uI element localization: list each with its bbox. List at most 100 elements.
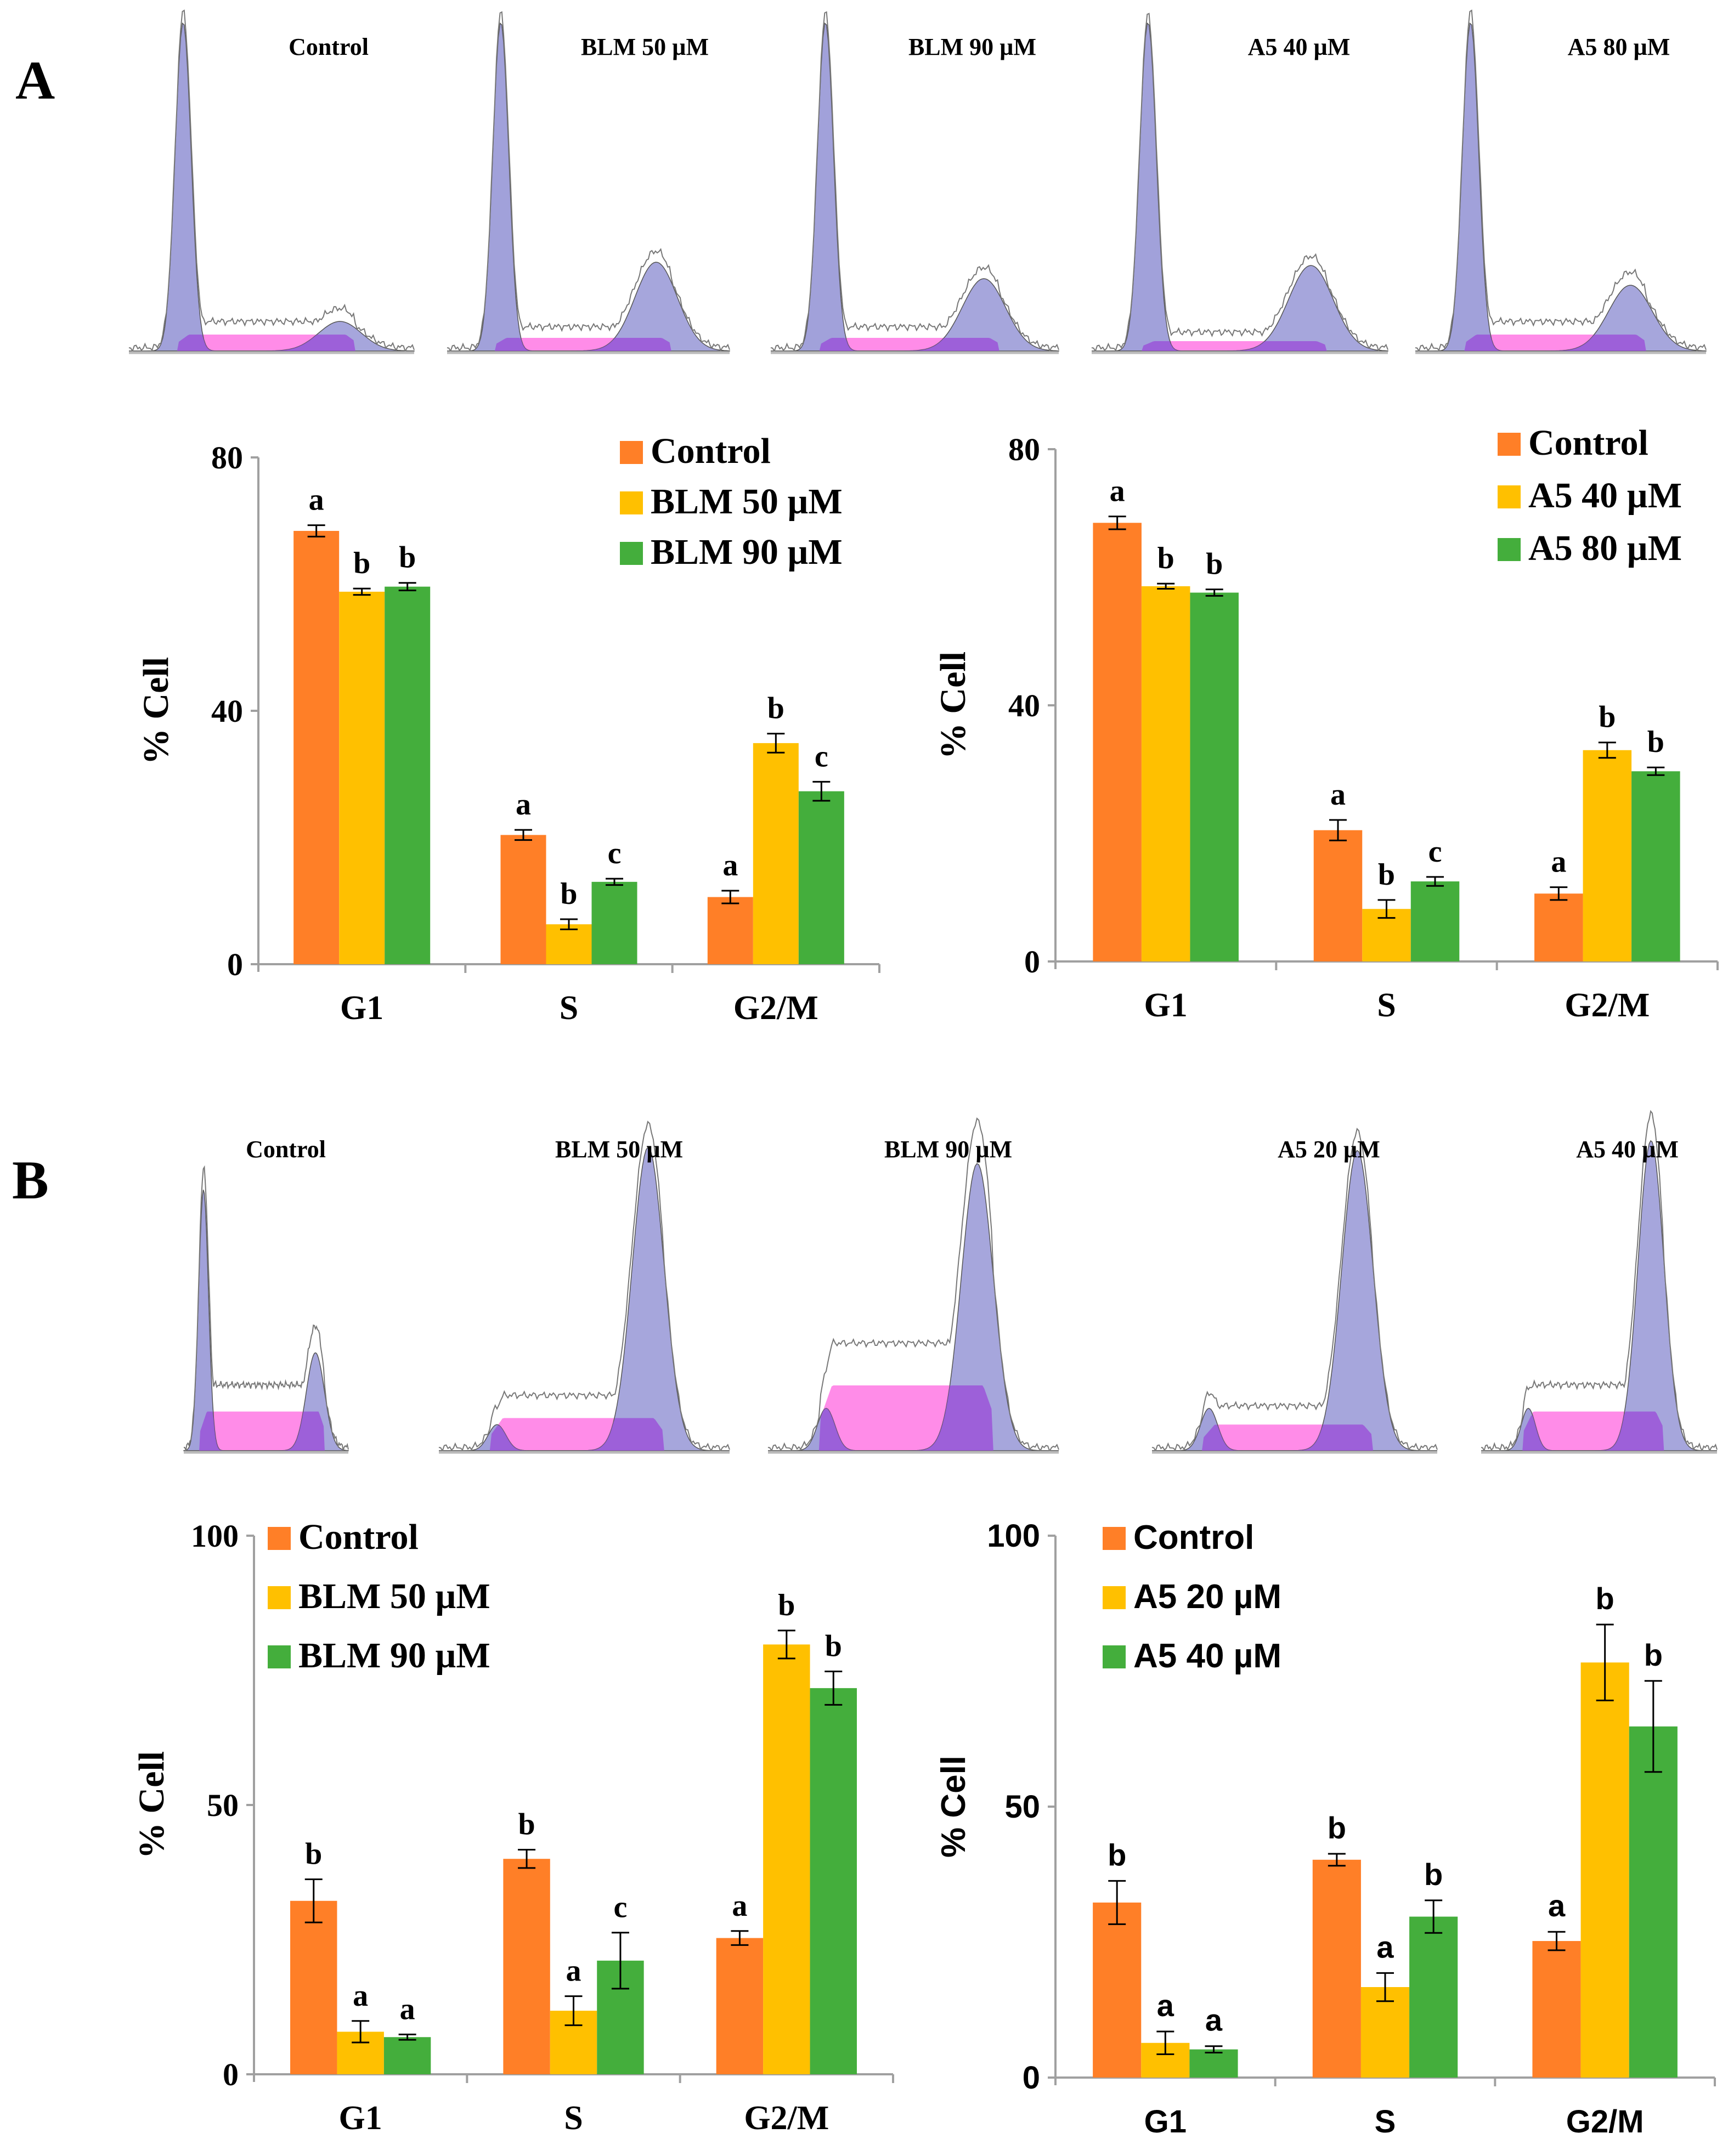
histogram-raw-trace <box>183 1165 349 1453</box>
significance-letter: b <box>767 692 784 726</box>
x-category-label: G2/M <box>733 989 818 1027</box>
histogram-overlap-area <box>1152 1424 1437 1451</box>
histogram-title: BLM 90 µM <box>884 1136 1012 1163</box>
histogram-g2-peak <box>439 1146 730 1451</box>
y-axis-label: % Cell <box>933 652 973 759</box>
y-axis-label: % Cell <box>136 657 176 765</box>
x-category-label: G2/M <box>744 2100 829 2137</box>
significance-letter: a <box>1110 474 1125 508</box>
significance-letter: a <box>1330 778 1346 812</box>
histogram-title: Control <box>246 1136 326 1163</box>
significance-letter: b <box>305 1837 322 1871</box>
histogram-g1-peak <box>447 22 730 352</box>
legend-swatch <box>268 1586 291 1609</box>
significance-letter: b <box>353 546 370 580</box>
legend-swatch <box>1103 1645 1126 1668</box>
y-tick-label: 0 <box>227 947 243 982</box>
bar-control-s <box>1312 1859 1361 2078</box>
significance-letter: c <box>815 739 828 773</box>
legend-swatch <box>620 491 643 514</box>
legend-label: Control <box>651 431 771 471</box>
legend-label: A5 40 µM <box>1133 1637 1281 1675</box>
bar-a5-40-m-g2m <box>1583 750 1632 961</box>
bar-a5-40-m-g2m <box>1629 1726 1678 2078</box>
bar-blm-50-m-g2m <box>763 1644 810 2074</box>
x-category-label: S <box>1375 2104 1396 2140</box>
bar-a5-40-m-g1 <box>1141 586 1190 961</box>
bar-control-s <box>500 835 546 964</box>
legend-swatch <box>1103 1527 1126 1550</box>
significance-letter: b <box>1108 1837 1126 1872</box>
legend-label: Control <box>1133 1519 1254 1557</box>
legend-swatch <box>268 1645 291 1668</box>
histogram-overlap-area <box>771 338 1059 351</box>
legend-label: Control <box>1528 423 1648 463</box>
bar-blm-50-m-s <box>546 924 592 964</box>
x-category-label: G2/M <box>1566 2104 1644 2140</box>
significance-letter: b <box>1206 547 1223 581</box>
histogram-raw-trace <box>128 9 415 353</box>
bar-blm-90-m-g2m <box>810 1688 857 2074</box>
significance-letter: b <box>1644 1638 1663 1672</box>
bar-a5-80-m-g2m <box>1631 771 1680 961</box>
histogram-raw-trace <box>1151 1128 1438 1453</box>
legend-item: Control <box>268 1517 419 1557</box>
histogram-title: Control <box>289 33 369 60</box>
histogram-a-1: Control <box>128 9 415 354</box>
significance-letter: a <box>1205 2003 1223 2038</box>
histogram-overlap-area <box>439 1418 730 1451</box>
y-tick-label: 80 <box>211 440 243 476</box>
legend-item: A5 40 µM <box>1103 1637 1281 1675</box>
y-axis-label: % Cell <box>132 1751 172 1859</box>
significance-letter: a <box>732 1889 747 1923</box>
histogram-title: BLM 50 µM <box>581 33 709 60</box>
y-tick-label: 40 <box>211 693 243 729</box>
significance-letter: a <box>400 1992 415 2026</box>
legend-swatch <box>1498 433 1521 456</box>
bar-a5-20-m-s <box>1360 1987 1410 2078</box>
y-tick-label: 50 <box>1004 1789 1040 1825</box>
significance-letter: a <box>516 788 531 822</box>
x-category-label: S <box>560 989 578 1027</box>
legend-item: A5 80 µM <box>1498 528 1682 568</box>
histogram-title: A5 20 µM <box>1278 1136 1380 1163</box>
histogram-a-5: A5 80 µM <box>1415 9 1707 354</box>
bar-control-g2m <box>1534 893 1583 961</box>
bar-control-g1 <box>290 1900 337 2074</box>
significance-letter: a <box>1551 845 1566 879</box>
significance-letter: a <box>722 848 738 882</box>
histogram-overlap-area <box>184 1411 348 1451</box>
histogram-title: A5 40 µM <box>1248 33 1351 60</box>
panel-label-b: B <box>12 1150 49 1210</box>
bar-control-g1 <box>1093 523 1142 961</box>
legend-item: A5 40 µM <box>1498 476 1682 516</box>
histogram-title: BLM 50 µM <box>555 1136 683 1163</box>
legend-label: Control <box>298 1517 419 1557</box>
histogram-b-1: Control <box>183 1136 349 1454</box>
bar-control-g2m <box>716 1938 764 2074</box>
bar-a5-40-m-g1 <box>1189 2049 1238 2078</box>
legend-item: BLM 50 µM <box>268 1576 490 1616</box>
bar-a5-80-m-g1 <box>1190 592 1239 961</box>
x-category-label: G1 <box>340 989 383 1027</box>
significance-letter: b <box>560 877 577 911</box>
histogram-title: A5 40 µM <box>1576 1136 1679 1163</box>
legend-item: BLM 50 µM <box>620 482 843 522</box>
x-category-label: S <box>564 2100 583 2137</box>
y-tick-label: 50 <box>207 1787 239 1823</box>
histogram-g1-peak <box>129 22 414 352</box>
significance-letter: a <box>1157 1988 1174 2023</box>
histogram-overlap-area <box>1481 1411 1717 1451</box>
histogram-raw-trace <box>1415 9 1707 353</box>
histogram-b-4: A5 20 µM <box>1151 1128 1438 1454</box>
bar-control-s <box>503 1859 550 2074</box>
histogram-a-3: BLM 90 µM <box>770 11 1059 354</box>
histogram-overlap-area <box>129 335 414 351</box>
x-category-label: G1 <box>339 2100 382 2137</box>
bar-blm-90-m-g1 <box>383 2037 431 2074</box>
histogram-raw-trace <box>770 11 1059 353</box>
histogram-g1-peak <box>1415 22 1706 352</box>
histogram-g2-peak <box>1481 1140 1717 1451</box>
bar-blm-50-m-g2m <box>753 743 799 964</box>
